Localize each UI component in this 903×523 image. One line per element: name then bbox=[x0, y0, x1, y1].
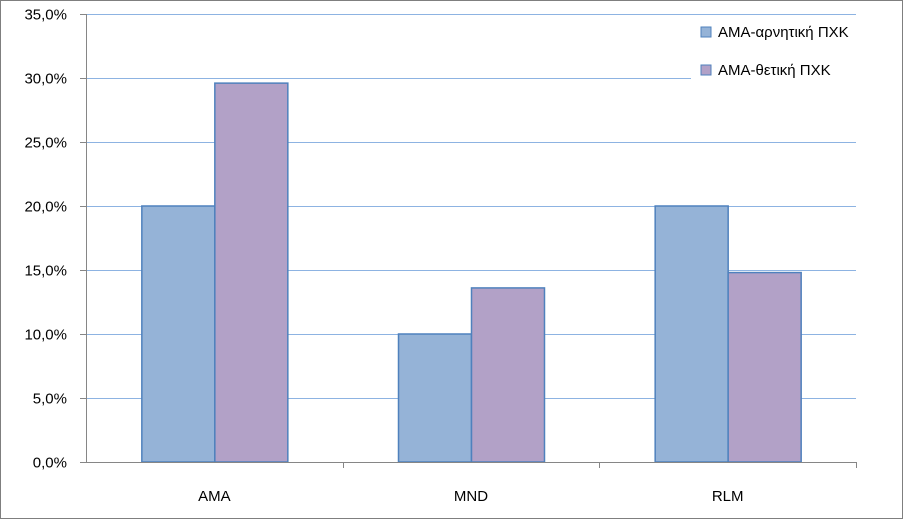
bars bbox=[141, 82, 802, 463]
bar-positive-ama bbox=[214, 82, 289, 463]
bar-negative-mnd bbox=[397, 333, 473, 463]
bar-negative-rlm bbox=[654, 205, 729, 463]
y-tick-label: 25,0% bbox=[24, 135, 67, 152]
y-tick-label: 10,0% bbox=[24, 327, 67, 344]
bar-positive-rlm bbox=[727, 271, 802, 463]
y-tick-label: 0,0% bbox=[33, 455, 67, 472]
legend-label: ΑΜΑ-αρνητική ΠΧΚ bbox=[718, 24, 849, 41]
y-tick-label: 35,0% bbox=[24, 7, 67, 24]
legend-swatch bbox=[700, 64, 712, 76]
y-tick-label: 15,0% bbox=[24, 263, 67, 280]
x-category-label: RLM bbox=[712, 488, 744, 505]
bar-negative-ama bbox=[141, 205, 216, 463]
legend: ΑΜΑ-αρνητική ΠΧΚ ΑΜΑ-θετική ΠΧΚ bbox=[691, 15, 889, 89]
bar-positive-mnd bbox=[470, 287, 546, 463]
x-category-label: AMA bbox=[198, 488, 231, 505]
x-category-label: MND bbox=[454, 488, 488, 505]
legend-swatch bbox=[700, 26, 712, 38]
y-tick-label: 20,0% bbox=[24, 199, 67, 216]
y-tick-label: 5,0% bbox=[33, 391, 67, 408]
legend-label: ΑΜΑ-θετική ΠΧΚ bbox=[718, 62, 831, 79]
axes: 0,0% 5,0% 10,0% 15,0% 20,0% 25,0% 30,0% 35,0% AM… bbox=[24, 7, 857, 505]
y-tick-label: 30,0% bbox=[24, 71, 67, 88]
legend-box bbox=[691, 15, 889, 89]
